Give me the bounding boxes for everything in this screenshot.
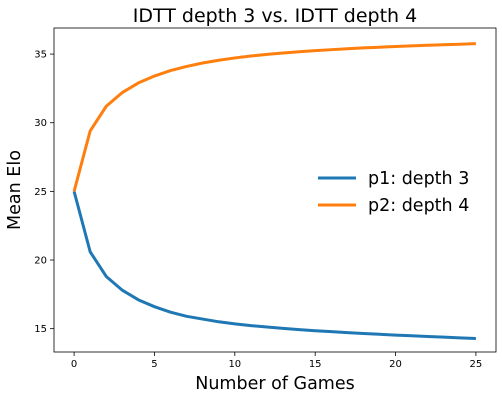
y-axis: 15 20 25 30 35 [34, 50, 54, 335]
legend: p1: depth 3 p2: depth 4 [318, 169, 469, 216]
x-tick-label: 15 [309, 359, 322, 370]
x-tick-label: 5 [151, 359, 157, 370]
plot-frame [53, 27, 497, 353]
series-line-2 [72, 42, 476, 192]
legend-label-2: p2: depth 4 [368, 196, 469, 216]
x-axis: 0 5 10 15 20 25 [71, 352, 482, 370]
x-tick-label: 20 [389, 359, 402, 370]
x-tick-label: 10 [228, 359, 241, 370]
y-tick-label: 20 [34, 256, 47, 267]
y-axis-label: Mean Elo [5, 150, 25, 230]
x-tick-label: 25 [470, 359, 483, 370]
x-tick-label: 0 [71, 359, 77, 370]
series-lines [72, 42, 476, 341]
series-line-1 [72, 190, 476, 341]
y-tick-label: 35 [34, 50, 47, 61]
y-tick-label: 15 [34, 324, 47, 335]
chart-title: IDTT depth 3 vs. IDTT depth 4 [133, 5, 417, 27]
legend-label-1: p1: depth 3 [368, 169, 469, 189]
y-tick-label: 30 [34, 118, 47, 129]
y-tick-label: 25 [34, 187, 47, 198]
x-axis-label: Number of Games [195, 374, 355, 394]
